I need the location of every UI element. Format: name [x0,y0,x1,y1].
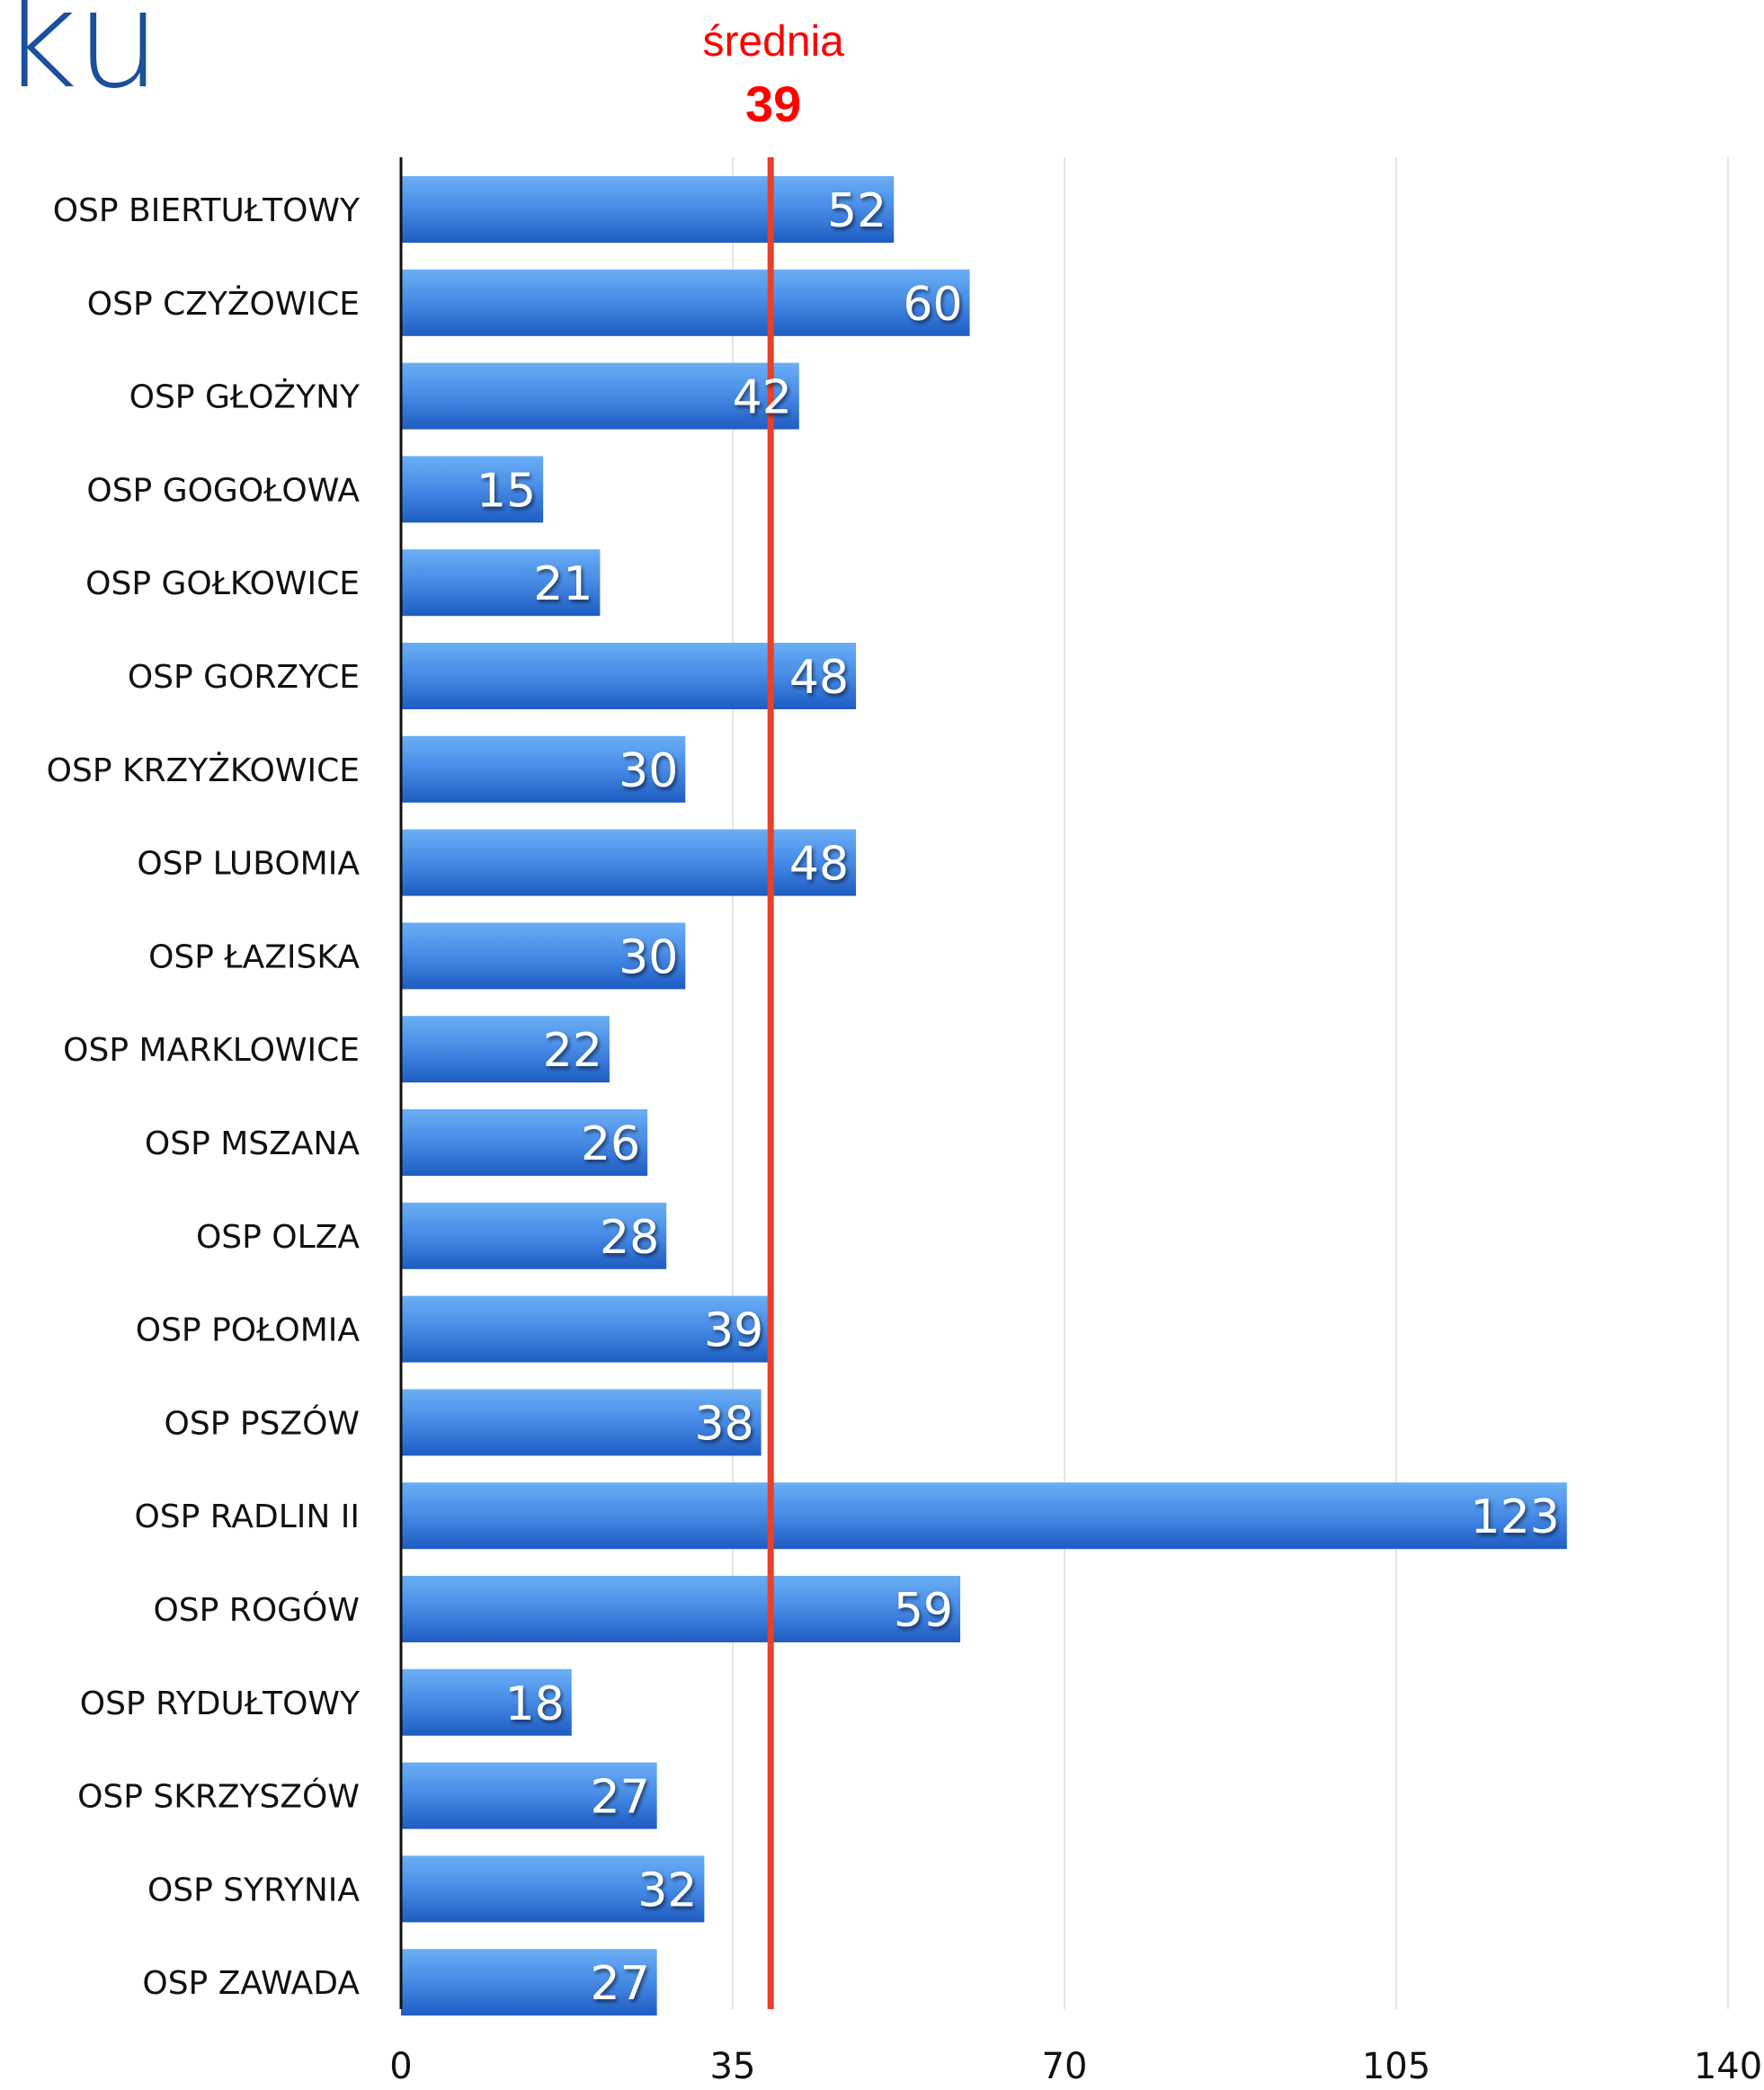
data-label: 27 [590,1771,649,1825]
category-label: OSP BIERTUŁTOWY [53,192,361,229]
page-title-fragment: ku [0,0,164,119]
category-label: OSP RADLIN II [134,1499,360,1535]
category-label: OSP ROGÓW [153,1591,360,1629]
category-label: OSP MARKLOWICE [63,1032,360,1069]
category-label: OSP PSZÓW [165,1404,361,1442]
data-label: 15 [477,464,536,518]
data-label: 38 [694,1397,753,1451]
data-labels: 52 60 42 15 21 48 30 48 30 22 26 28 39 38 123 59 18 27 32 2… [477,184,1560,2011]
data-label: 59 [894,1584,953,1638]
category-label: OSP GOGOŁOWA [86,472,360,509]
category-labels: OSP BIERTUŁTOWY OSP CZYŻOWICE OSP GŁOŻYNY O… [47,192,361,2002]
bar [401,1855,705,1923]
bar [401,1295,771,1363]
data-label: 21 [533,557,592,611]
data-label: 32 [637,1863,697,1917]
bar [401,362,799,430]
bar [401,269,970,336]
bar [401,549,601,617]
category-label: OSP GOŁKOWICE [85,565,360,602]
category-label: OSP SYRYNIA [147,1872,360,1908]
data-label: 26 [581,1117,640,1171]
bar [401,1202,667,1269]
data-label: 48 [789,838,849,892]
data-label: 123 [1471,1490,1560,1544]
category-label: OSP ŁAZISKA [148,938,360,975]
bar [401,1762,657,1829]
category-label: OSP LUBOMIA [137,846,360,883]
x-tick-labels: 0 35 70 105 140 [389,2046,1762,2087]
x-tick-label: 105 [1362,2046,1430,2087]
bar [401,1389,762,1456]
category-label: OSP KRZYŻKOWICE [47,752,360,789]
average-marker: średnia 39 [702,18,844,2009]
bar [401,735,686,803]
category-label: OSP GORZYCE [128,659,360,696]
bar [401,176,895,243]
grid-lines [732,157,1729,2009]
bar [401,1668,572,1736]
category-label: OSP MSZANA [145,1125,360,1162]
data-label: 30 [619,744,678,798]
bar [401,1109,648,1176]
category-label: OSP ZAWADA [142,1965,360,2002]
average-value: 39 [745,76,801,132]
data-label: 27 [590,1957,649,2011]
bars [401,176,1567,2016]
category-label: OSP POŁOMIA [136,1312,361,1349]
x-tick-label: 70 [1042,2046,1088,2087]
data-label: 60 [903,278,962,332]
category-label: OSP OLZA [196,1219,360,1256]
x-tick-label: 140 [1694,2046,1762,2087]
category-label: OSP GŁOŻYNY [129,378,361,416]
category-label: OSP CZYŻOWICE [87,285,360,323]
data-label: 52 [827,184,886,238]
bar [401,922,686,990]
data-label: 42 [733,371,792,425]
bar [401,643,857,709]
data-label: 18 [505,1677,565,1731]
category-label: OSP RYDUŁTOWY [80,1685,361,1722]
bar [401,829,857,896]
data-label: 48 [789,651,849,705]
x-tick-label: 0 [389,2046,412,2087]
category-label: OSP SKRZYSZÓW [77,1778,360,1816]
bar [401,1949,657,2016]
data-label: 28 [600,1211,659,1265]
average-label: średnia [702,18,844,66]
bar [401,1016,610,1083]
x-tick-label: 35 [710,2046,756,2087]
bar [401,1576,961,1642]
data-label: 30 [619,930,678,984]
bar [401,456,544,523]
data-label: 39 [704,1304,763,1358]
bar [401,1482,1567,1550]
data-label: 22 [543,1024,602,1078]
